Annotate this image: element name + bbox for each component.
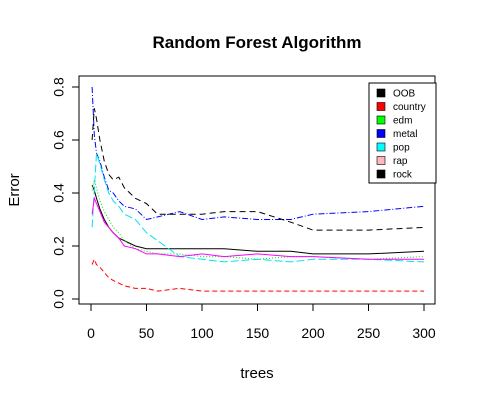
x-axis-label: trees [240, 365, 273, 382]
legend-swatch-rap [376, 156, 386, 165]
chart-title: Random Forest Algorithm [152, 33, 361, 52]
x-tick-label: 100 [190, 325, 214, 341]
legend-swatch-country [376, 102, 386, 111]
legend-label-country: country [393, 102, 426, 113]
x-tick-label: 150 [246, 325, 270, 341]
legend-swatch-OOB [376, 88, 386, 98]
series-line-edm [91, 179, 425, 260]
y-axis-label: Error [6, 173, 23, 206]
series-line-pop [91, 153, 425, 263]
legend-label-edm: edm [393, 116, 412, 127]
legend: OOB country edm metal pop rap rock [368, 82, 437, 184]
legend-swatch-rock [376, 169, 386, 179]
x-tick-label: 300 [412, 325, 436, 341]
x-axis: 0 50 100 150 200 250 300 [87, 304, 436, 341]
legend-label-metal: metal [393, 129, 417, 140]
x-tick-label: 50 [139, 325, 155, 341]
series-line-country [91, 257, 424, 292]
y-tick-label: 0.0 [51, 289, 67, 309]
x-tick-label: 200 [301, 325, 325, 341]
legend-label-pop: pop [393, 143, 410, 154]
series-line-OOB [91, 184, 425, 255]
series-line-rap [91, 196, 424, 260]
legend-swatch-pop [376, 142, 386, 152]
legend-label-rock: rock [393, 170, 413, 181]
legend-label-OOB: OOB [393, 89, 416, 100]
y-tick-label: 0.8 [51, 77, 67, 97]
legend-swatch-metal [376, 129, 386, 138]
legend-swatch-edm [376, 115, 386, 125]
legend-label-rap: rap [393, 156, 408, 167]
y-axis: 0.0 0.2 0.4 0.6 0.8 [51, 77, 79, 309]
y-tick-label: 0.2 [51, 236, 67, 256]
x-tick-label: 0 [87, 325, 95, 341]
y-tick-label: 0.4 [51, 183, 67, 203]
series-line-metal [91, 86, 425, 221]
series-layer [91, 86, 425, 292]
x-tick-label: 250 [357, 325, 381, 341]
y-tick-label: 0.6 [51, 130, 67, 150]
